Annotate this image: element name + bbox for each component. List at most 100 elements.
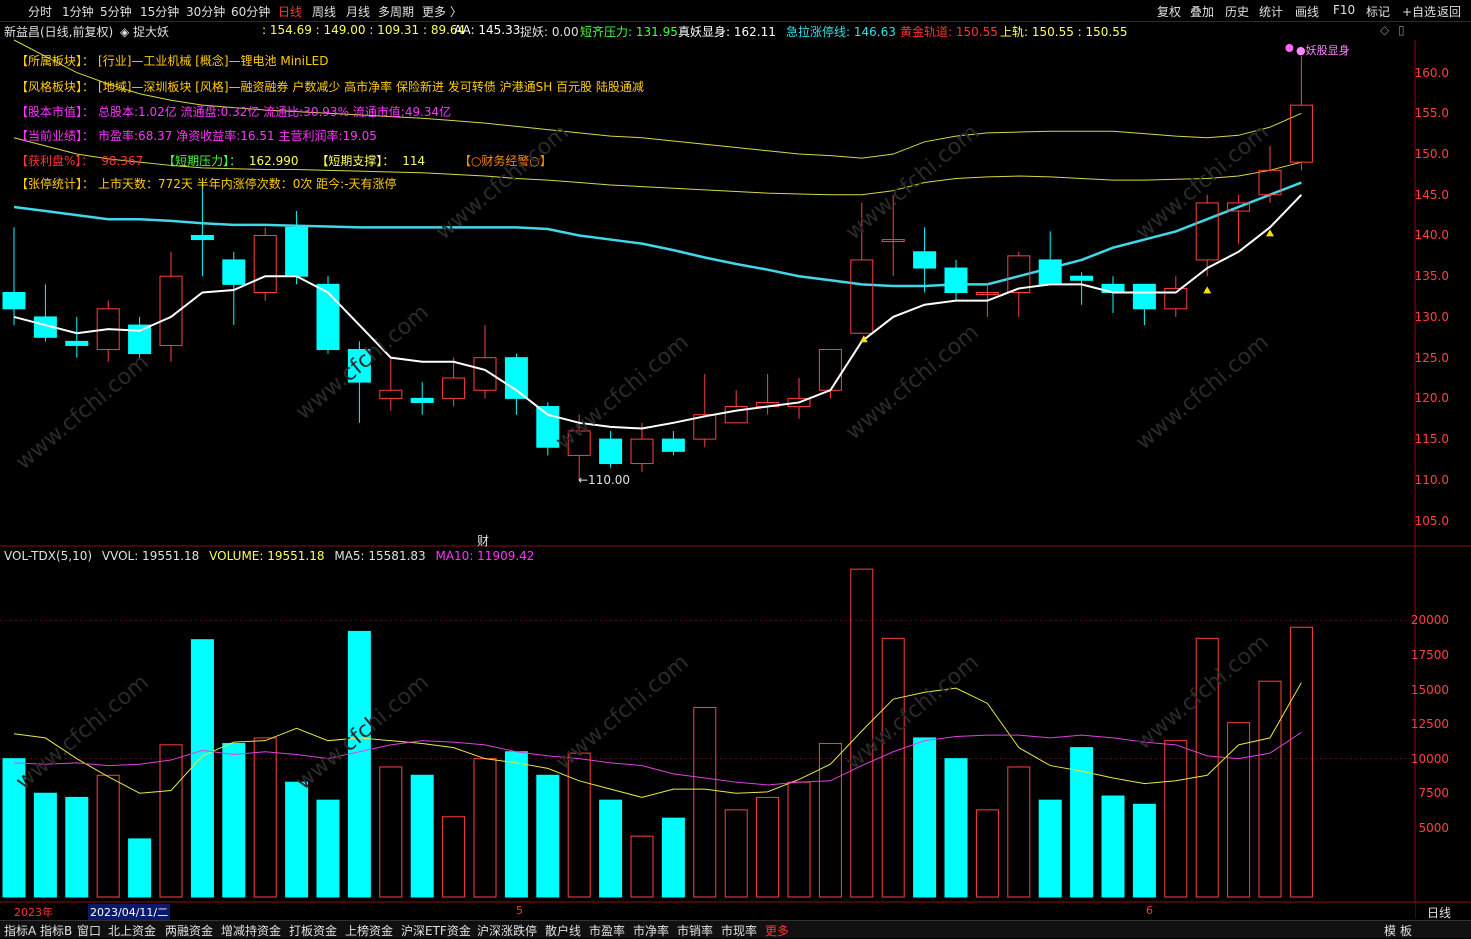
candle-body bbox=[410, 397, 434, 403]
volume-tick: 10000 bbox=[1410, 751, 1449, 766]
bottom-tab-1[interactable]: 指标B bbox=[40, 924, 73, 938]
bottom-tab-5[interactable]: 增减持资金 bbox=[221, 924, 282, 938]
bottom-tab-11[interactable]: 市盈率 bbox=[589, 924, 626, 938]
period-tab-0[interactable]: 分时 bbox=[28, 5, 53, 19]
toolbar-button-8[interactable]: 返回 bbox=[1437, 5, 1462, 19]
candle-body bbox=[630, 438, 654, 465]
volume-value: VOLUME: 19551.18 bbox=[209, 549, 325, 563]
toolbar-button-2[interactable]: 历史 bbox=[1225, 5, 1250, 19]
date-axis: 2023年 2023/04/11/二 5 6 bbox=[0, 903, 1415, 920]
candle-body bbox=[724, 406, 748, 424]
candle-body bbox=[567, 430, 591, 456]
bottom-tab-3[interactable]: 北上资金 bbox=[108, 924, 157, 938]
volume-bar bbox=[2, 758, 26, 898]
toolbar-button-1[interactable]: 叠加 bbox=[1190, 5, 1215, 19]
volume-bar bbox=[599, 799, 623, 898]
volume-bar bbox=[756, 796, 780, 898]
bottom-tab-8[interactable]: 沪深ETF资金 bbox=[401, 924, 471, 938]
period-tab-4[interactable]: 30分钟 bbox=[186, 5, 226, 19]
short-pressure-value: 短齐压力: 131.95 bbox=[580, 25, 678, 39]
volume-ma5-line bbox=[13, 682, 1302, 798]
bottom-tab-10[interactable]: 散户线 bbox=[545, 924, 582, 938]
period-tab-3[interactable]: 15分钟 bbox=[140, 5, 180, 19]
period-label[interactable]: 日线 bbox=[1427, 906, 1452, 920]
volume-bar bbox=[159, 744, 183, 898]
aa-value: AA: 145.33 bbox=[454, 23, 521, 37]
candle-body bbox=[442, 377, 466, 399]
candle-body bbox=[661, 438, 685, 452]
volume-bar bbox=[1007, 766, 1031, 898]
bottom-tab-7[interactable]: 上榜资金 bbox=[345, 924, 394, 938]
cap-line: 【股本市值】： 总股本:1.02亿 流通盘:0.32亿 流通比:30.93% 流通… bbox=[16, 105, 452, 119]
bottom-tab-13[interactable]: 市销率 bbox=[677, 924, 714, 938]
volume-bar bbox=[410, 774, 434, 898]
volume-bar bbox=[379, 766, 403, 898]
signal-triangle bbox=[1203, 286, 1212, 294]
bottom-tab-9[interactable]: 沪深涨跌停 bbox=[477, 924, 538, 938]
bottom-tab-0[interactable]: 指标A bbox=[4, 924, 37, 938]
volume-tick: 17500 bbox=[1410, 647, 1449, 662]
bottom-tab-12[interactable]: 市净率 bbox=[633, 924, 670, 938]
price-tick: 125.0 bbox=[1414, 350, 1449, 365]
candle-body bbox=[2, 292, 26, 310]
limit-line: 【张停统计】： 上市天数：772天 半年内涨停次数：0次 距今:-天有涨停 bbox=[16, 177, 397, 191]
bottom-tab-6[interactable]: 打板资金 bbox=[289, 924, 338, 938]
volume-tick: 5000 bbox=[1418, 820, 1449, 835]
period-tab-5[interactable]: 60分钟 bbox=[231, 5, 271, 19]
bottom-right-button-1[interactable]: 板 bbox=[1400, 924, 1413, 938]
true-demon-value: 真妖显身: 162.11 bbox=[678, 25, 776, 39]
toolbar-button-6[interactable]: 标记 bbox=[1366, 5, 1391, 19]
candle-body bbox=[944, 267, 968, 293]
volume-bar bbox=[1258, 680, 1282, 898]
candle-body bbox=[1038, 259, 1062, 285]
volume-bar bbox=[693, 706, 717, 898]
toolbar-button-3[interactable]: 统计 bbox=[1259, 5, 1284, 19]
peak-dot bbox=[1285, 44, 1294, 52]
period-tab-2[interactable]: 5分钟 bbox=[100, 5, 132, 19]
volume-ma10-line bbox=[13, 731, 1302, 786]
period-tab-9[interactable]: 多周期 bbox=[378, 5, 415, 19]
finance-marker[interactable]: 财 bbox=[477, 534, 490, 548]
bottom-tab-2[interactable]: 窗口 bbox=[77, 924, 102, 938]
bottom-tab-14[interactable]: 市现率 bbox=[721, 924, 758, 938]
volume-bar bbox=[567, 752, 591, 898]
rapid-limit-line bbox=[13, 181, 1302, 288]
ma10-value: MA10: 11909.42 bbox=[435, 549, 535, 563]
signal-triangle bbox=[1266, 229, 1274, 237]
volume-bar bbox=[1227, 722, 1251, 898]
candle-body bbox=[504, 357, 528, 399]
period-tab-7[interactable]: 周线 bbox=[312, 5, 337, 19]
toolbar-button-0[interactable]: 复权 bbox=[1157, 5, 1182, 19]
candle-body bbox=[316, 283, 340, 351]
period-tab-10[interactable]: 更多 〉 bbox=[422, 5, 462, 19]
toolbar-button-5[interactable]: F10 bbox=[1333, 3, 1356, 17]
indicator-name[interactable]: ◈ 捉大妖 bbox=[120, 25, 170, 39]
candle-body bbox=[1007, 255, 1031, 293]
period-tab-6[interactable]: 日线 bbox=[278, 5, 303, 19]
period-toolbar: 分时 1分钟 5分钟 15分钟 30分钟 60分钟 日线 周线 月线 多周期 更多 〉 复权 叠加 历史统… bbox=[0, 0, 1471, 22]
cursor-date: 2023/04/11/二 bbox=[88, 904, 171, 920]
candle-body bbox=[818, 349, 842, 391]
diamond-icon[interactable]: ◇ bbox=[1380, 23, 1390, 37]
cap-value: 总股本:1.02亿 流通盘:0.32亿 流通比:30.93% 流通市值:49.3… bbox=[98, 105, 452, 119]
period-tab-8[interactable]: 月线 bbox=[346, 5, 371, 19]
toolbar-button-7[interactable]: +自选 bbox=[1402, 5, 1437, 19]
volume-bar bbox=[65, 796, 89, 898]
period-tab-1[interactable]: 1分钟 bbox=[62, 5, 94, 19]
toolbar-button-4[interactable]: 画线 bbox=[1295, 5, 1320, 19]
window-icon[interactable]: ▯ bbox=[1398, 23, 1405, 37]
bottom-right-button-0[interactable]: 模 bbox=[1384, 924, 1397, 938]
bottom-tab-bar: 指标A 指标B 窗口 北上资金 两融资金 增减持资金 打板资金 上榜资金 沪深ETF资金 沪深涨跌… bbox=[0, 920, 1471, 938]
candle-body bbox=[1195, 202, 1219, 261]
candle-body bbox=[65, 340, 89, 346]
volume-indicator-name: VOL-TDX(5,10) bbox=[4, 549, 93, 563]
candle-body bbox=[787, 397, 811, 408]
bottom-tab-4[interactable]: 两融资金 bbox=[165, 924, 214, 938]
volume-bar bbox=[128, 838, 152, 898]
stock-title[interactable]: 新益昌(日线,前复权) bbox=[4, 25, 114, 39]
volume-legend: VOL-TDX(5,10) VVOL: 19551.18 VOLUME: 195… bbox=[4, 549, 540, 563]
bottom-tab-15[interactable]: 更多 bbox=[765, 924, 790, 938]
price-tick: 150.0 bbox=[1414, 147, 1449, 162]
candle-body bbox=[379, 389, 403, 399]
